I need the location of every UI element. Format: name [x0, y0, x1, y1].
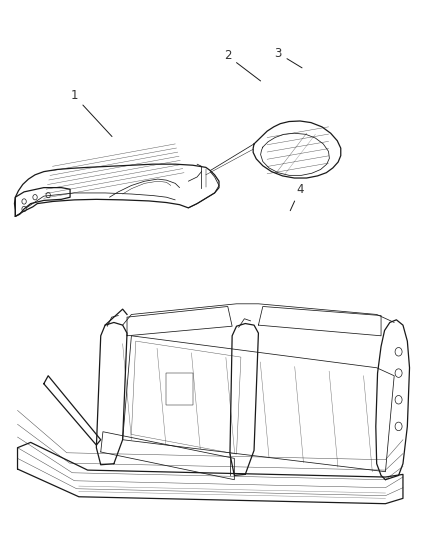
- Text: 3: 3: [275, 47, 302, 68]
- Text: 4: 4: [290, 183, 304, 211]
- Text: 1: 1: [71, 90, 112, 136]
- Text: 2: 2: [224, 50, 261, 81]
